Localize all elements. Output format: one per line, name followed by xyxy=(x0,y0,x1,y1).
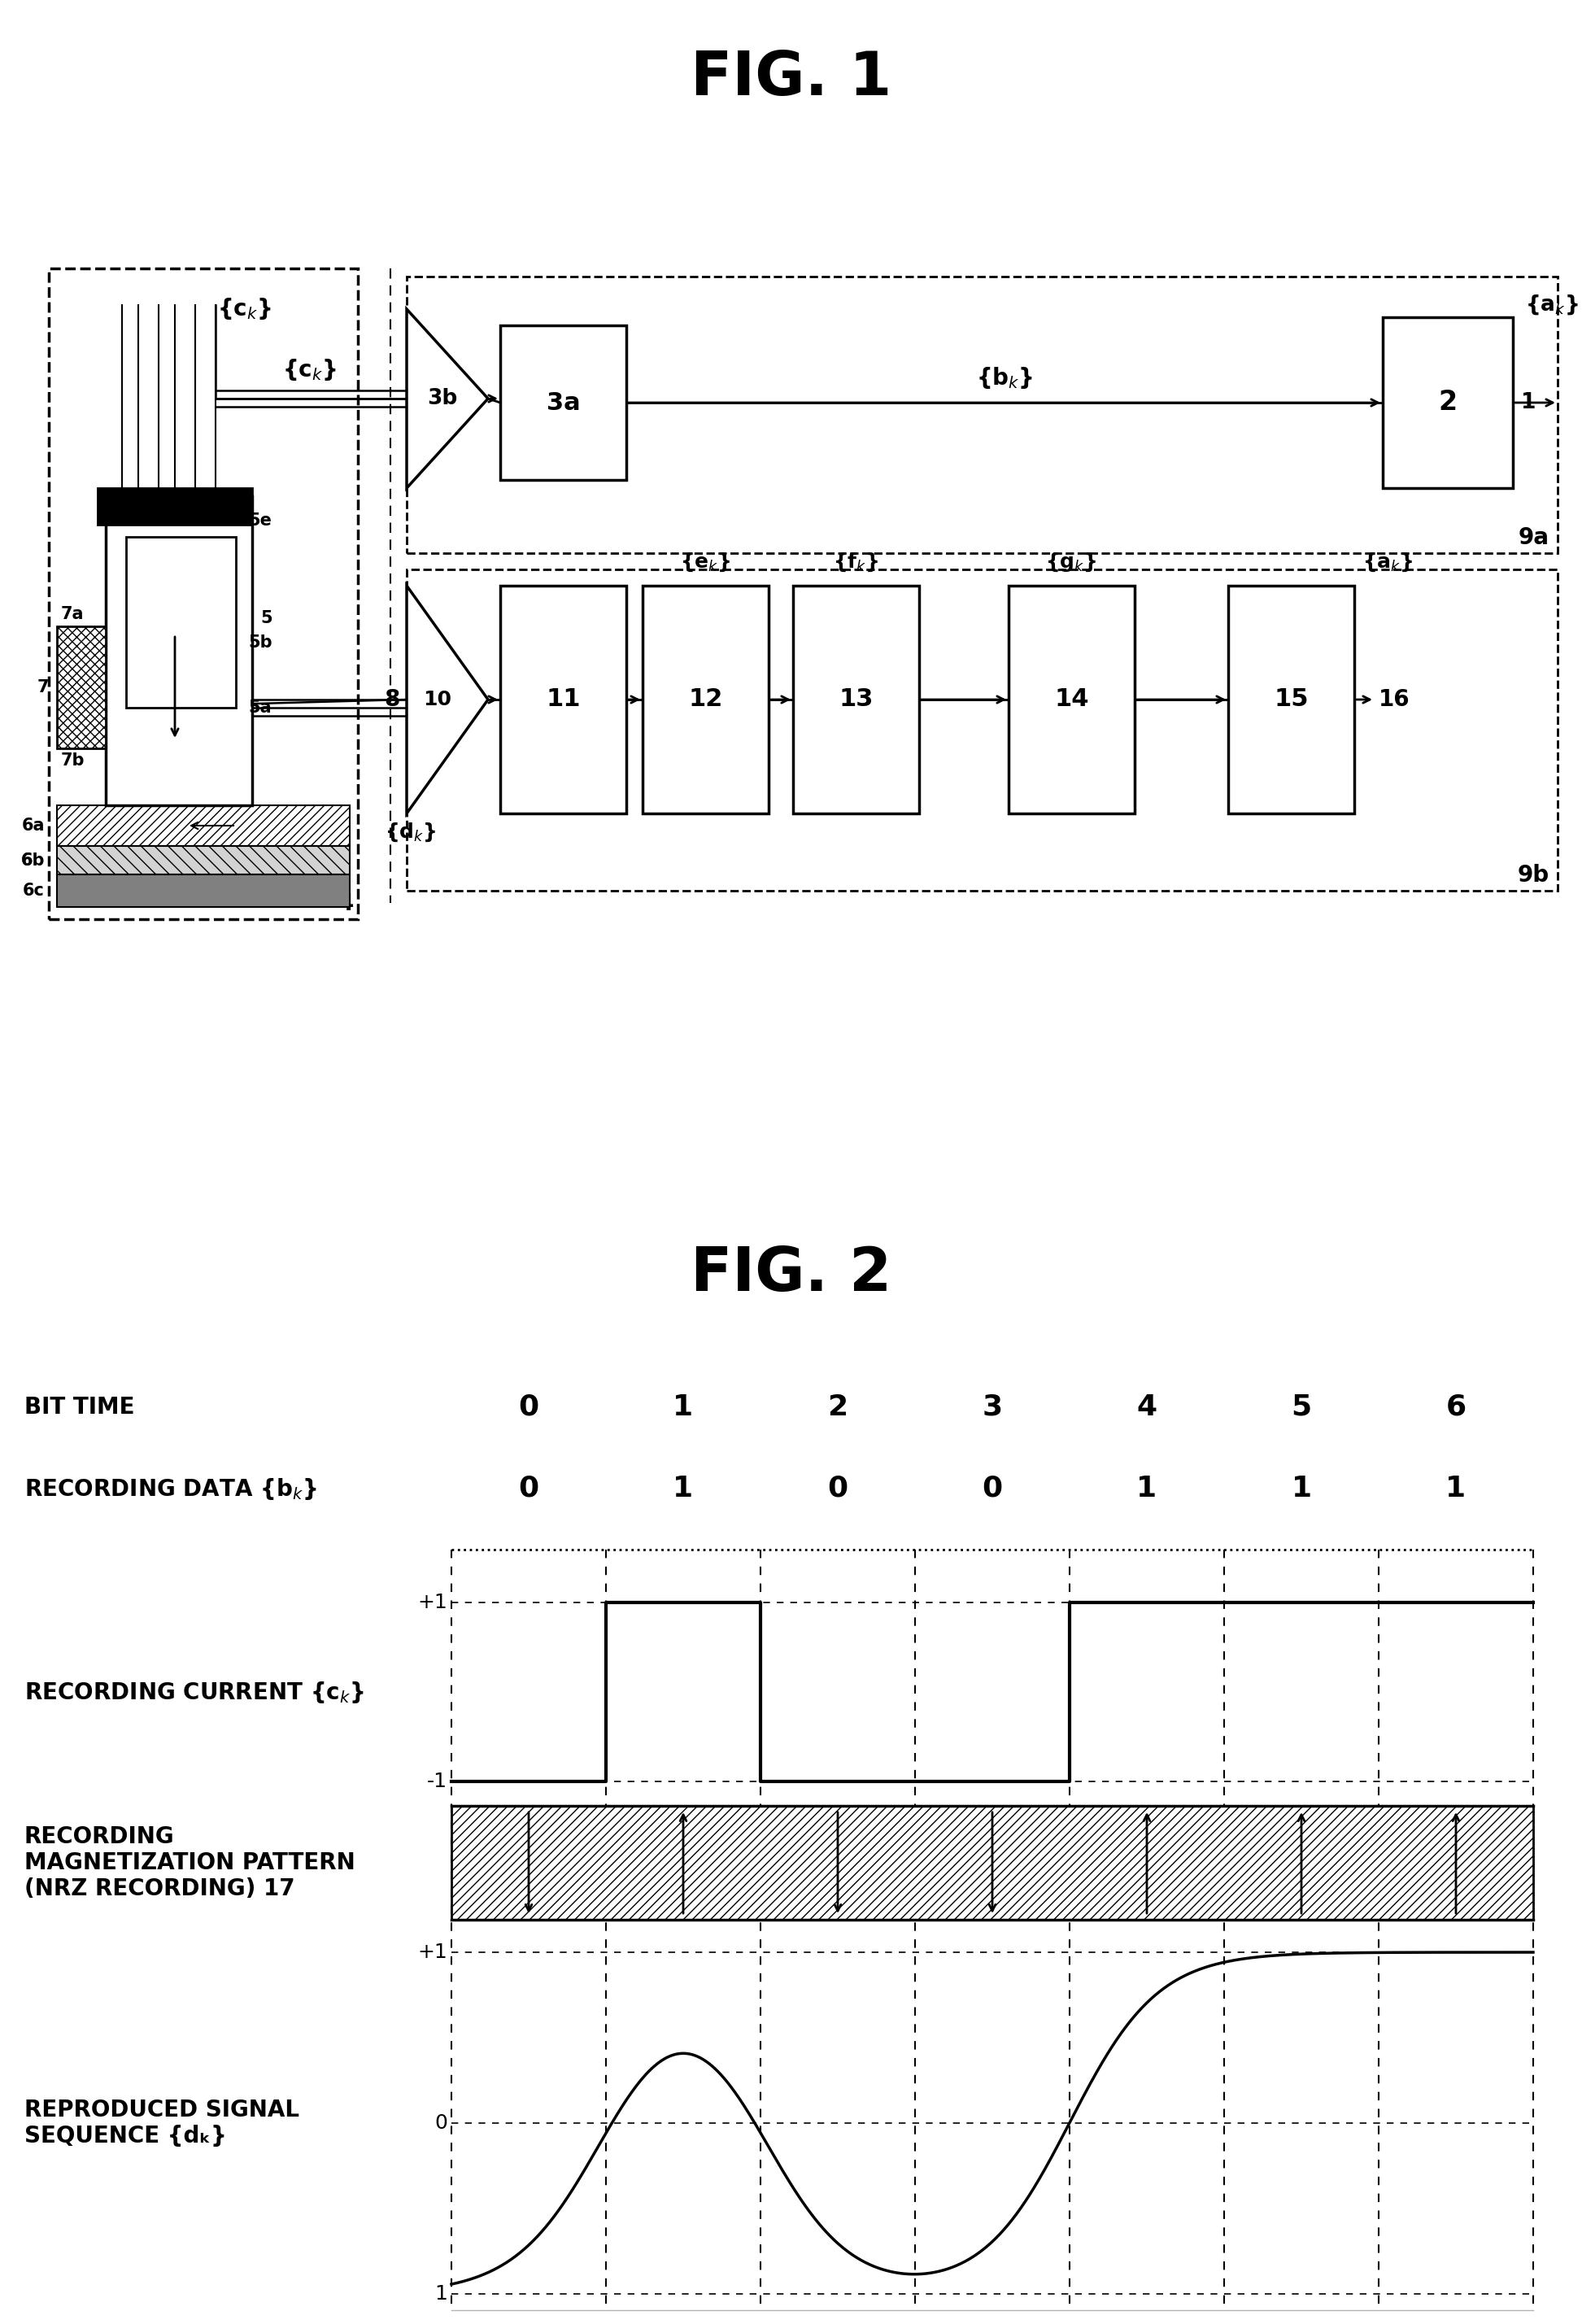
Text: +1: +1 xyxy=(418,1592,448,1613)
Text: 7a: 7a xyxy=(62,607,84,623)
Bar xyxy=(1383,318,1512,488)
Bar xyxy=(500,325,626,481)
Text: 5e: 5e xyxy=(248,514,272,530)
Text: 5: 5 xyxy=(1291,1394,1311,1420)
Text: 12: 12 xyxy=(688,688,723,711)
Text: 15: 15 xyxy=(1274,688,1308,711)
Text: 4: 4 xyxy=(339,892,354,916)
Bar xyxy=(57,806,350,846)
Text: 16: 16 xyxy=(1378,688,1410,711)
Text: 0: 0 xyxy=(519,1394,539,1420)
Text: 0: 0 xyxy=(519,1476,539,1501)
Text: 4: 4 xyxy=(1136,1394,1156,1420)
Text: FIG. 2: FIG. 2 xyxy=(690,1246,892,1304)
Text: -1: -1 xyxy=(427,1771,448,1792)
Text: 1: 1 xyxy=(1520,393,1536,414)
Text: 1: 1 xyxy=(1291,1476,1311,1501)
Text: {d$_k$}: {d$_k$} xyxy=(384,823,437,844)
Bar xyxy=(57,627,106,748)
Text: 6b: 6b xyxy=(21,853,44,869)
Text: 11: 11 xyxy=(546,688,581,711)
Bar xyxy=(57,874,350,906)
Text: +1: +1 xyxy=(418,1943,448,1961)
Text: REPRODUCED SIGNAL
SEQUENCE {dₖ}: REPRODUCED SIGNAL SEQUENCE {dₖ} xyxy=(24,2099,299,2147)
Text: FIG. 1: FIG. 1 xyxy=(690,49,892,109)
Bar xyxy=(49,270,358,920)
Text: 7: 7 xyxy=(36,679,49,695)
Text: {c$_k$}: {c$_k$} xyxy=(282,358,337,383)
Text: 0: 0 xyxy=(982,1476,1003,1501)
Text: 0: 0 xyxy=(827,1476,848,1501)
Bar xyxy=(642,586,769,813)
Text: {b$_k$}: {b$_k$} xyxy=(976,365,1033,390)
Text: 0: 0 xyxy=(435,2113,448,2133)
Bar xyxy=(451,1806,1533,1920)
Text: 9b: 9b xyxy=(1517,865,1549,888)
Text: RECORDING DATA {b$_k$}: RECORDING DATA {b$_k$} xyxy=(24,1476,316,1501)
Text: 9a: 9a xyxy=(1519,525,1549,548)
Bar xyxy=(500,586,626,813)
Bar xyxy=(407,277,1558,553)
Bar xyxy=(407,569,1558,890)
Bar xyxy=(106,497,252,806)
Text: 1: 1 xyxy=(1136,1476,1156,1501)
Bar xyxy=(98,488,252,525)
Text: {a$_k$}: {a$_k$} xyxy=(1525,293,1579,316)
Text: RECORDING CURRENT {c$_k$}: RECORDING CURRENT {c$_k$} xyxy=(24,1680,364,1703)
Bar xyxy=(127,537,236,709)
Bar xyxy=(1228,586,1354,813)
Text: {f$_k$}: {f$_k$} xyxy=(832,551,878,574)
Text: 2: 2 xyxy=(827,1394,848,1420)
Text: 1: 1 xyxy=(1446,1476,1467,1501)
Text: 5b: 5b xyxy=(248,634,272,651)
Text: 1: 1 xyxy=(672,1476,693,1501)
Text: 13: 13 xyxy=(838,688,873,711)
Text: 14: 14 xyxy=(1054,688,1088,711)
Text: {c$_k$}: {c$_k$} xyxy=(217,295,271,321)
Text: {g$_k$}: {g$_k$} xyxy=(1046,551,1096,574)
Polygon shape xyxy=(407,586,487,813)
Text: 2: 2 xyxy=(1438,388,1457,416)
Text: RECORDING
MAGNETIZATION PATTERN
(NRZ RECORDING) 17: RECORDING MAGNETIZATION PATTERN (NRZ REC… xyxy=(24,1824,356,1901)
Text: 10: 10 xyxy=(422,690,451,709)
Text: 3b: 3b xyxy=(427,388,457,409)
Text: 3: 3 xyxy=(982,1394,1003,1420)
Text: 6c: 6c xyxy=(22,883,44,899)
Text: 6: 6 xyxy=(21,853,33,869)
Text: 8: 8 xyxy=(384,688,400,711)
Text: {a$_k$}: {a$_k$} xyxy=(1362,551,1413,574)
Text: 5a: 5a xyxy=(248,700,272,716)
Polygon shape xyxy=(407,309,487,488)
Bar xyxy=(1009,586,1134,813)
Bar xyxy=(793,586,919,813)
Text: 7b: 7b xyxy=(62,753,85,769)
Text: 5: 5 xyxy=(261,611,272,627)
Text: 1: 1 xyxy=(672,1394,693,1420)
Text: 6: 6 xyxy=(1446,1394,1467,1420)
Text: 6a: 6a xyxy=(22,818,44,834)
Text: 1: 1 xyxy=(435,2284,448,2303)
Bar xyxy=(57,846,350,874)
Text: BIT TIME: BIT TIME xyxy=(24,1397,134,1418)
Text: {e$_k$}: {e$_k$} xyxy=(680,551,731,574)
Text: 3a: 3a xyxy=(546,390,581,414)
